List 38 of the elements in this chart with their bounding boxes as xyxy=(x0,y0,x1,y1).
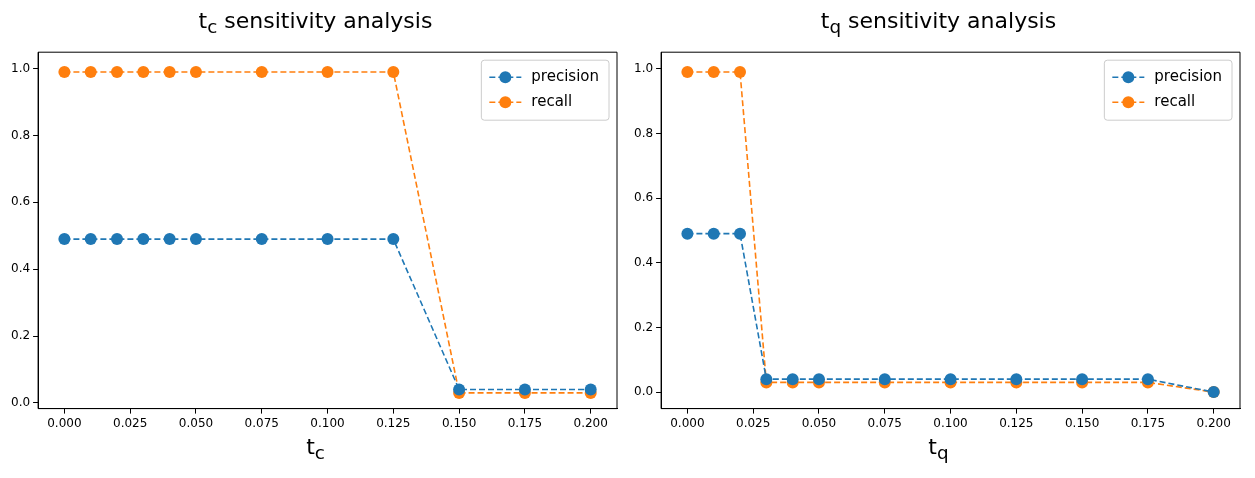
x-tick-label: 0.000 xyxy=(670,415,705,430)
legend-label: recall xyxy=(531,92,573,111)
y-tick-label: 0.8 xyxy=(633,125,654,140)
y-tick-label: 0.8 xyxy=(10,127,31,142)
x-axis-title: t$_{c}$ xyxy=(305,434,326,464)
x-tick-label: 0.050 xyxy=(801,415,837,430)
y-tick-label: 1.0 xyxy=(10,60,31,75)
y-tick-label: 0.2 xyxy=(633,319,654,334)
x-tick-label: 0.175 xyxy=(507,415,543,430)
legend-label: precision xyxy=(531,67,599,86)
y-tick-label: 0.6 xyxy=(10,194,31,209)
x-tick-label: 0.200 xyxy=(1196,415,1231,430)
x-tick-label: 0.100 xyxy=(310,415,345,430)
x-tick-label: 0.050 xyxy=(178,415,214,430)
x-tick-label: 0.025 xyxy=(736,415,771,430)
legend-label: recall xyxy=(1154,92,1196,111)
x-tick-label: 0.000 xyxy=(47,415,82,430)
y-tick-label: 0.2 xyxy=(10,328,31,343)
x-axis-title: t$_{q}$ xyxy=(927,434,950,464)
y-tick-label: 0.4 xyxy=(10,261,31,276)
x-tick-label: 0.200 xyxy=(573,415,608,430)
y-tick-label: 1.0 xyxy=(633,60,654,75)
y-tick-label: 0.4 xyxy=(633,254,654,269)
x-tick-label: 0.150 xyxy=(441,415,477,430)
y-tick-label: 0.0 xyxy=(10,395,31,410)
x-tick-label: 0.100 xyxy=(933,415,968,430)
x-tick-label: 0.125 xyxy=(999,415,1034,430)
chart-title: t$_{q}$ sensitivity analysis xyxy=(819,8,1058,40)
y-tick-label: 0.0 xyxy=(633,384,654,399)
legend-label: precision xyxy=(1154,67,1222,86)
x-tick-label: 0.125 xyxy=(376,415,411,430)
x-tick-label: 0.025 xyxy=(113,415,148,430)
x-tick-label: 0.075 xyxy=(244,415,279,430)
x-tick-label: 0.150 xyxy=(1064,415,1100,430)
y-tick-label: 0.6 xyxy=(633,190,654,205)
x-tick-label: 0.175 xyxy=(1130,415,1166,430)
x-tick-label: 0.075 xyxy=(867,415,902,430)
chart-title: t$_{c}$ sensitivity analysis xyxy=(197,8,434,40)
